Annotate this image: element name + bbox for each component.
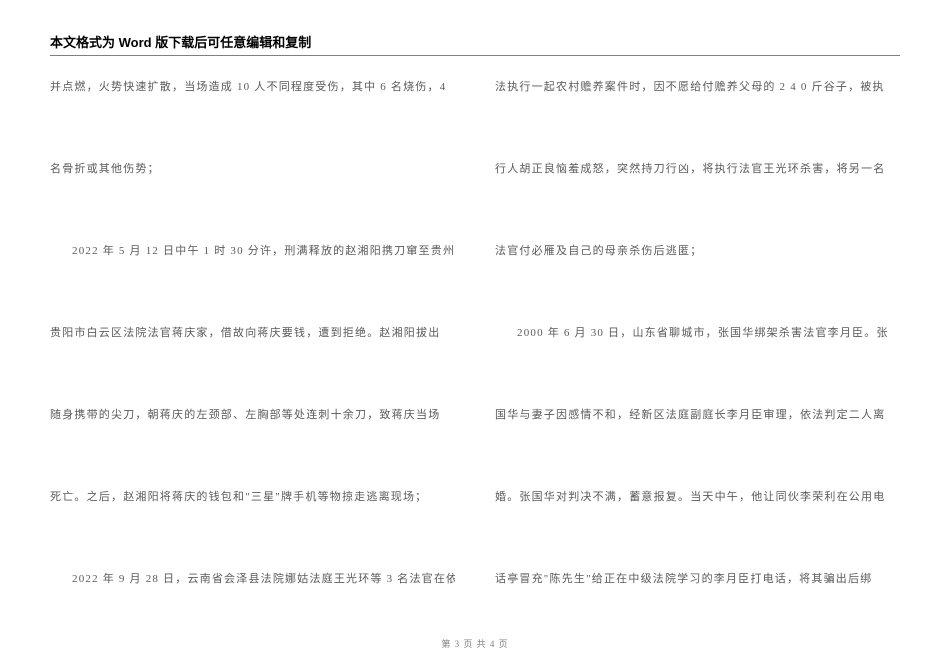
para-line: 婚。张国华对判决不满，蓄意报复。当天中午，他让同伙李荣利在公用电 [495, 488, 900, 508]
para-line: 并点燃，火势快速扩散，当场造成 10 人不同程度受伤，其中 6 名烧伤，4 [50, 78, 455, 98]
para-line: 2000 年 6 月 30 日，山东省聊城市，张国华绑架杀害法官李月臣。张 [495, 324, 900, 344]
para-line: 名骨折或其他伤势； [50, 160, 455, 180]
footer-text: 第 3 页 共 4 页 [441, 639, 508, 649]
page-footer: 第 3 页 共 4 页 [0, 637, 950, 650]
para-line: 2022 年 5 月 12 日中午 1 时 30 分许，刑满释放的赵湘阳携刀窜至… [50, 242, 455, 262]
para-line: 随身携带的尖刀，朝蒋庆的左颈部、左胸部等处连刺十余刀，致蒋庆当场 [50, 406, 455, 426]
para-line: 2022 年 9 月 28 日，云南省会泽县法院娜姑法庭王光环等 3 名法官在依 [50, 570, 455, 590]
content-area: 并点燃，火势快速扩散，当场造成 10 人不同程度受伤，其中 6 名烧伤，4 名骨… [50, 78, 900, 622]
para-line: 法官付必雁及自己的母亲杀伤后逃匿； [495, 242, 900, 262]
para-line: 行人胡正良恼羞成怒，突然持刀行凶，将执行法官王光环杀害，将另一名 [495, 160, 900, 180]
para-line: 国华与妻子因感情不和，经新区法庭副庭长李月臣审理，依法判定二人离 [495, 406, 900, 426]
para-line: 法执行一起农村赡养案件时，因不愿给付赡养父母的 2 4 0 斤谷子，被执 [495, 78, 900, 98]
header-title: 本文格式为 Word 版下载后可任意编辑和复制 [50, 35, 311, 50]
para-line: 话亭冒充"陈先生"给正在中级法院学习的李月臣打电话，将其骗出后绑 [495, 570, 900, 590]
para-line: 死亡。之后，赵湘阳将蒋庆的钱包和"三星"牌手机等物掠走逃离现场； [50, 488, 455, 508]
para-line: 贵阳市白云区法院法官蒋庆家，借故向蒋庆要钱，遭到拒绝。赵湘阳拔出 [50, 324, 455, 344]
page-header: 本文格式为 Word 版下载后可任意编辑和复制 [50, 32, 900, 56]
